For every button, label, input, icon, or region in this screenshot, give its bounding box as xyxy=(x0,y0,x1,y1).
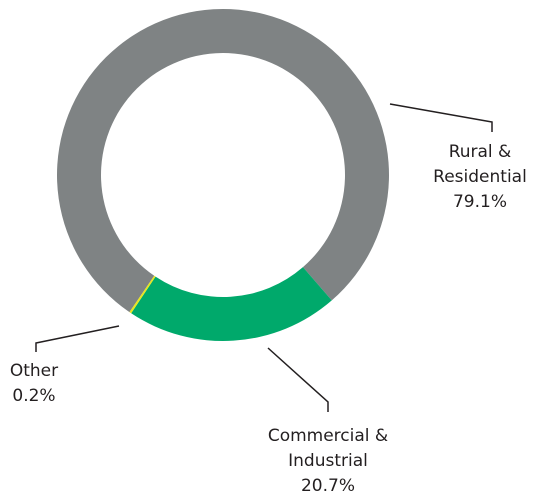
segments xyxy=(56,8,390,342)
leader-line xyxy=(35,325,120,352)
segment xyxy=(56,8,390,313)
leader-line xyxy=(389,103,493,132)
label: Commercial & Industrial 20.7% xyxy=(263,424,393,499)
segment xyxy=(131,267,332,342)
leader-line xyxy=(267,347,329,412)
category-label: Rural & Residential xyxy=(433,142,527,187)
category-label: Commercial & Industrial xyxy=(267,426,389,471)
label: Other 0.2% xyxy=(0,359,68,409)
segment xyxy=(129,275,156,314)
value-label: 79.1% xyxy=(452,192,507,212)
value-label: 20.7% xyxy=(300,476,355,496)
category-label: Other xyxy=(9,361,59,381)
value-label: 0.2% xyxy=(12,386,56,406)
label: Rural & Residential 79.1% xyxy=(420,140,540,215)
